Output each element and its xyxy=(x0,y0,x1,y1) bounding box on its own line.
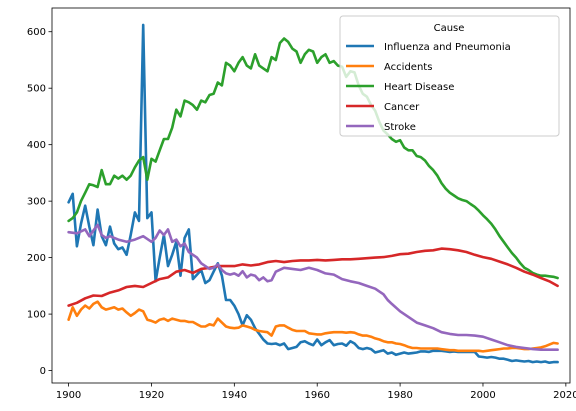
series-line-1 xyxy=(67,300,559,353)
y-tick-label-1: 100 xyxy=(27,310,46,321)
x-tick-label-0: 1900 xyxy=(56,390,81,401)
y-tick-label-2: 200 xyxy=(27,253,46,264)
legend-items: Influenza and Pneumonia Accidents Heart Di… xyxy=(346,42,511,133)
x-tick-label-2: 1940 xyxy=(222,390,247,401)
x-tick-label-4: 1980 xyxy=(387,390,412,401)
legend-label-2: Heart Disease xyxy=(384,82,454,93)
series-line-2 xyxy=(67,37,559,280)
y-tick-label-4: 400 xyxy=(27,140,46,151)
x-tick-label-3: 1960 xyxy=(304,390,329,401)
series-line-3 xyxy=(67,247,559,307)
series-layer xyxy=(67,23,559,364)
x-tick-label-5: 2000 xyxy=(470,390,495,401)
series-line-0 xyxy=(67,23,559,364)
y-tick-label-5: 500 xyxy=(27,84,46,95)
y-tick-label-6: 600 xyxy=(27,27,46,38)
legend-label-0: Influenza and Pneumonia xyxy=(384,42,511,53)
y-tick-label-0: 0 xyxy=(40,366,46,377)
axes-layer: 1900 1920 1940 1960 1980 2000 2020 0 100 200 300 40… xyxy=(27,7,576,401)
y-tick-label-3: 300 xyxy=(27,197,46,208)
legend-label-4: Stroke xyxy=(384,122,416,133)
legend-label-3: Cancer xyxy=(384,102,420,113)
legend-frame xyxy=(339,15,560,137)
legend-label-1: Accidents xyxy=(384,62,432,73)
legend: Cause Influenza and Pneumonia Accidents He… xyxy=(339,15,560,137)
series-line-4 xyxy=(67,223,559,351)
legend-title: Cause xyxy=(434,23,465,34)
x-tick-label-1: 1920 xyxy=(139,390,164,401)
x-tick-label-6: 2020 xyxy=(553,390,576,401)
plot-frame xyxy=(51,7,571,384)
